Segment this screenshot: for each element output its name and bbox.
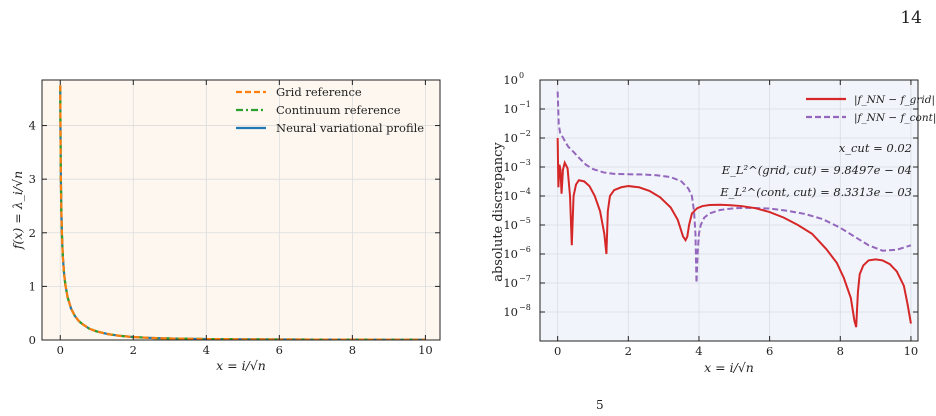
left-ticks: 0 2 4 6 8 10 0 1 2 3 4 [29,80,440,357]
legend-label-neural-profile: Neural variational profile [276,121,424,135]
right-y-tick-label: 10 [503,102,518,116]
left-x-tick-label: 10 [418,343,433,357]
right-y-tick-label: 10 [503,160,518,174]
footer-mark: 5 [596,398,604,412]
left-series-line [59,85,426,340]
left-chart: 0 2 4 6 8 10 0 1 2 3 4 Grid reference Continuum re… [10,79,441,373]
right-series-line [556,91,912,284]
right-y-tick-label: 10 [503,189,518,203]
left-x-tick-label: 4 [203,343,210,357]
left-y-tick-label: 2 [29,226,36,240]
legend-label-nn-minus-cont: |f_NN − f_cont| [854,112,936,125]
left-x-tick-label: 2 [130,343,137,357]
right-y-tick-label: 10 [503,247,518,261]
legend-label-continuum-reference: Continuum reference [276,103,401,117]
right-plot-frame [539,79,919,342]
right-x-tick-label: 0 [554,344,561,358]
right-y-tick-exponent: −1 [519,100,531,109]
right-y-axis-label: absolute discrepancy [491,142,506,282]
left-series-group [59,85,426,340]
right-y-tick-exponent: −7 [519,274,531,283]
page-number: 14 [900,8,922,28]
right-x-tick-label: 10 [904,344,919,358]
left-legend: Grid reference Continuum reference Neura… [236,85,424,135]
right-x-tick-label: 2 [625,344,632,358]
legend-label-nn-minus-grid: |f_NN − f_grid| [854,94,935,107]
right-plot-background [540,80,918,341]
right-y-tick-label: 10 [503,218,518,232]
left-plot-background [42,80,440,340]
left-plot-frame [41,79,441,341]
left-x-tick-label: 6 [276,343,283,357]
left-y-tick-label: 0 [29,333,36,347]
right-y-tick-exponent: −8 [519,303,531,312]
annotation-grid-error: E_L²^(grid, cut) = 9.8497e − 04 [721,163,912,177]
annotation-x-cut: x_cut = 0.02 [839,141,912,155]
left-x-tick-label: 0 [57,343,64,357]
right-y-tick-exponent: 0 [519,71,524,80]
right-y-tick-exponent: −5 [519,216,531,225]
right-y-tick-exponent: −2 [519,129,531,138]
right-y-tick-exponent: −4 [519,187,531,196]
right-x-tick-label: 6 [766,344,773,358]
left-y-axis-label: f(x) = λ_i/√n [10,171,25,250]
left-y-tick-label: 1 [29,279,36,293]
right-x-tick-label: 4 [695,344,702,358]
right-series-group [556,91,912,328]
right-x-axis-label: x = i/√n [704,360,754,375]
annotation-cont-error: E_L²^(cont, cut) = 8.3313e − 03 [719,185,912,199]
right-y-tick-exponent: −6 [519,245,531,254]
right-annotation: x_cut = 0.02 E_L²^(grid, cut) = 9.8497e … [719,141,912,199]
left-x-axis-label: x = i/√n [216,358,266,373]
right-legend: |f_NN − f_grid| |f_NN − f_cont| [806,94,936,125]
right-y-tick-label: 10 [503,73,518,87]
left-y-tick-label: 3 [29,172,36,186]
right-y-tick-label: 10 [503,305,518,319]
left-x-tick-label: 8 [349,343,356,357]
right-y-tick-label: 10 [503,276,518,290]
right-y-tick-label: 10 [503,131,518,145]
right-y-tick-exponent: −3 [519,158,531,167]
legend-label-grid-reference: Grid reference [276,85,362,99]
right-x-tick-label: 8 [837,344,844,358]
right-series-line [556,137,912,328]
left-y-tick-label: 4 [29,119,36,133]
